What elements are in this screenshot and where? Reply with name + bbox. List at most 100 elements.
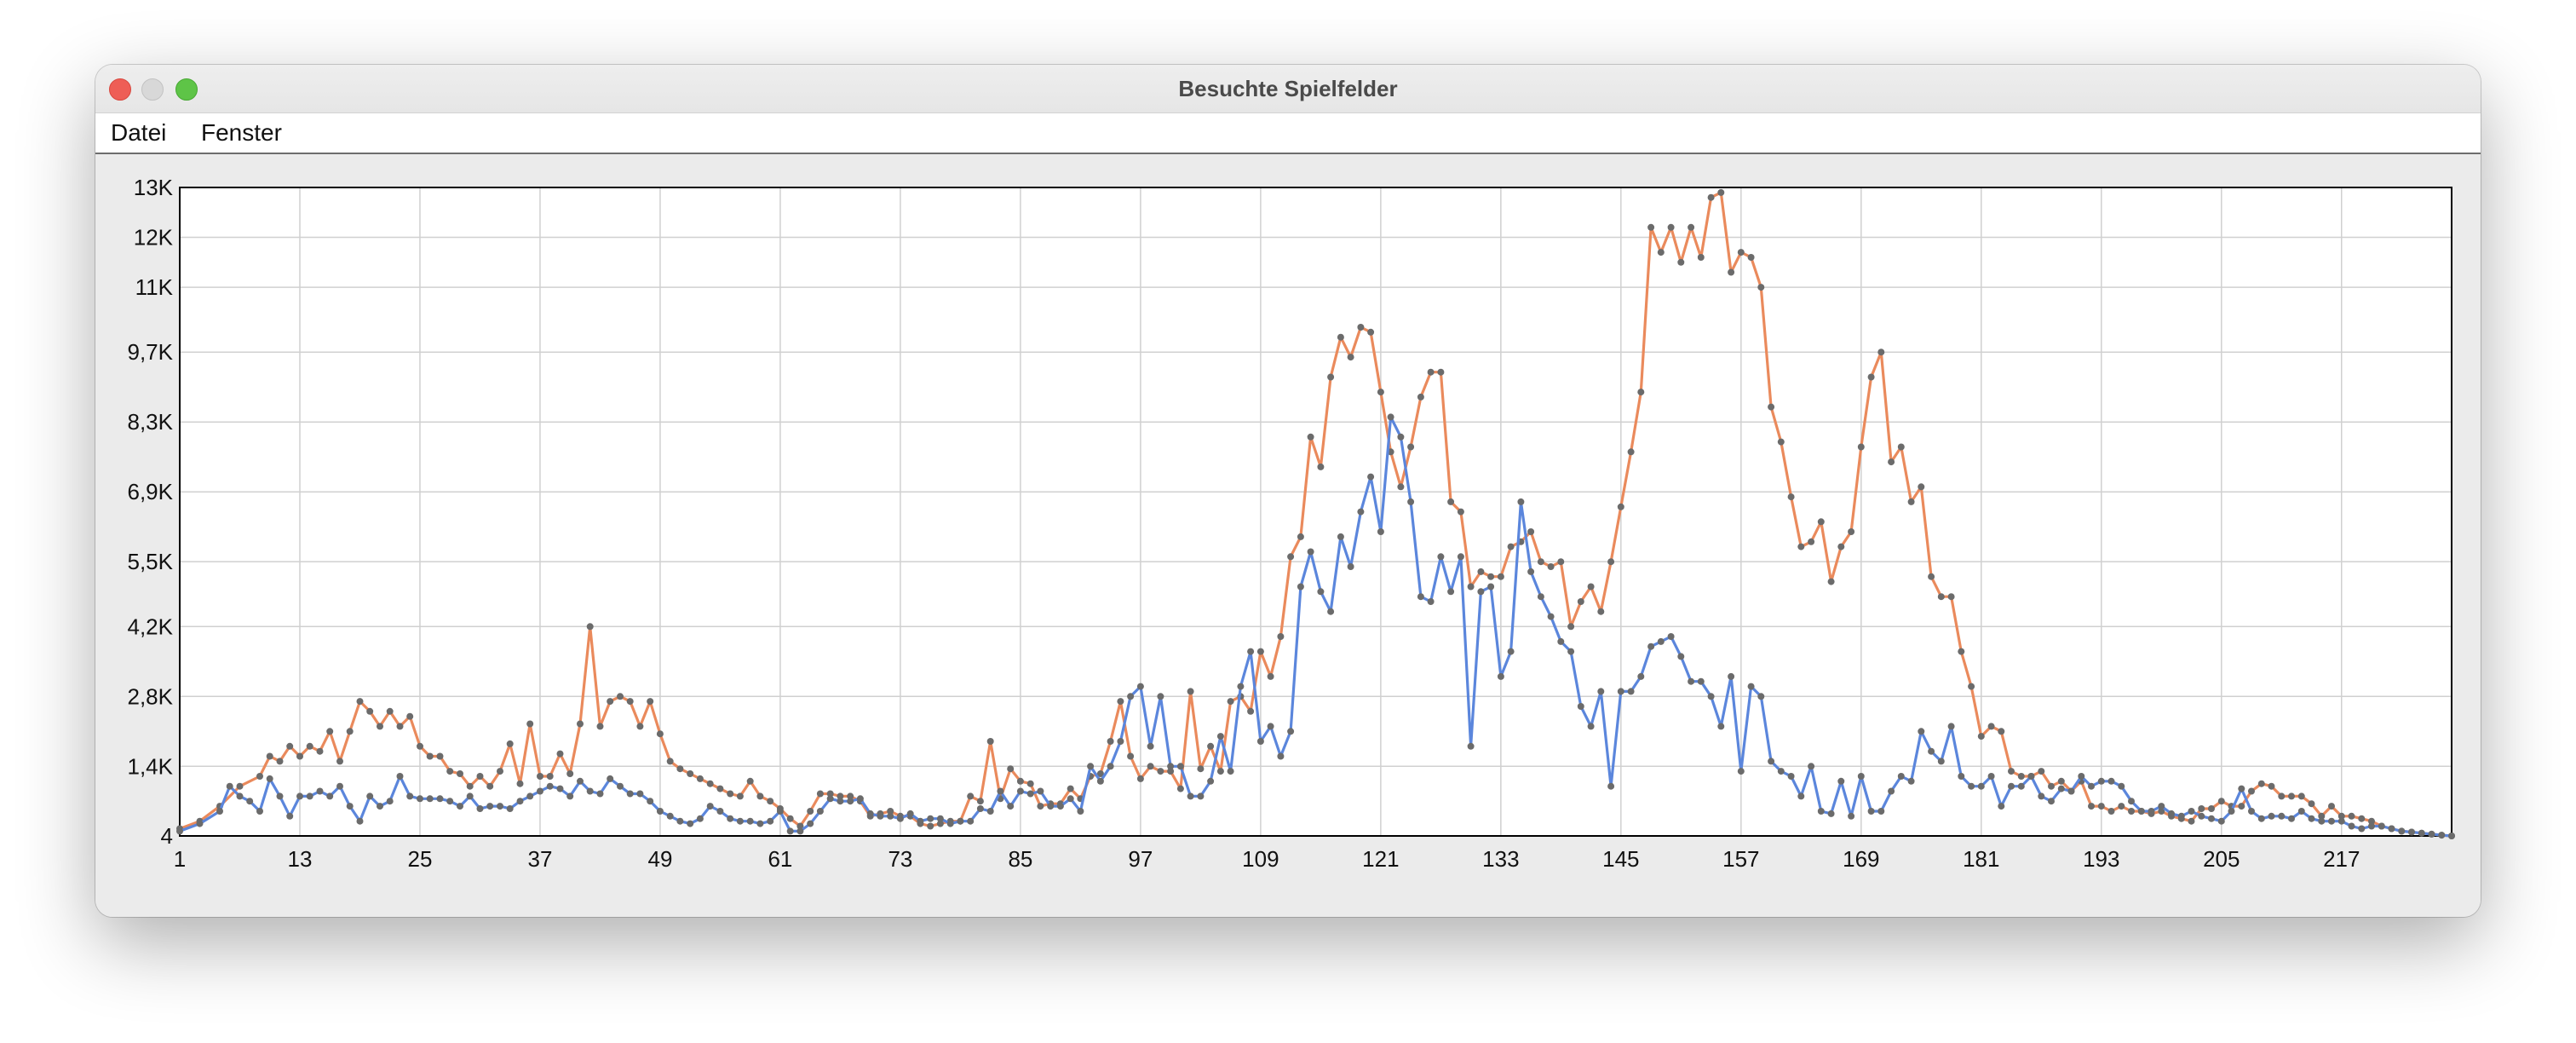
data-point: [2198, 805, 2205, 812]
data-point: [1597, 688, 1604, 694]
data-point: [526, 792, 533, 799]
data-point: [1788, 773, 1795, 780]
data-point: [437, 753, 444, 760]
data-point: [1538, 593, 1544, 600]
data-point: [1077, 808, 1084, 815]
data-point: [397, 723, 404, 729]
data-point: [2048, 798, 2055, 804]
data-point: [1778, 439, 1785, 446]
data-point: [517, 781, 524, 787]
data-point: [307, 792, 313, 799]
x-axis: 1 13 25 37 49 61 73 85 97 109 121 133 145 157 169 181 19…: [174, 846, 2360, 872]
data-point: [2248, 808, 2255, 815]
x-tick-label: 181: [1963, 846, 1999, 872]
data-point: [277, 792, 284, 799]
data-point: [377, 803, 383, 810]
data-point: [1268, 723, 1274, 729]
data-point: [1938, 593, 1945, 600]
data-point: [2208, 805, 2215, 812]
data-point: [1738, 249, 1745, 256]
data-point: [1348, 354, 1354, 360]
data-point: [1797, 544, 1804, 550]
data-point: [397, 773, 404, 780]
data-point: [2288, 792, 2295, 799]
data-point: [1057, 803, 1064, 810]
data-point: [2218, 798, 2225, 804]
data-point: [847, 798, 854, 804]
data-point: [357, 698, 364, 705]
data-point: [387, 708, 394, 715]
data-point: [1428, 369, 1435, 376]
data-point: [1207, 778, 1214, 785]
data-point: [347, 803, 354, 810]
data-point: [366, 792, 373, 799]
title-bar[interactable]: Besuchte Spielfelder: [95, 65, 2481, 113]
data-point: [2078, 773, 2084, 780]
x-tick-label: 133: [1482, 846, 1519, 872]
data-point: [227, 783, 233, 790]
data-point: [1487, 573, 1494, 580]
data-point: [277, 758, 284, 764]
data-point: [1257, 648, 1264, 655]
data-point: [246, 798, 253, 804]
data-point: [2389, 826, 2395, 833]
data-point: [347, 728, 354, 735]
data-point: [547, 783, 554, 790]
data-point: [2038, 792, 2044, 799]
data-point: [317, 748, 324, 755]
menu-fenster[interactable]: Fenster: [201, 113, 282, 153]
data-point: [1647, 224, 1654, 231]
x-tick-label: 73: [888, 846, 912, 872]
data-point: [1247, 708, 1254, 715]
data-point: [1837, 544, 1844, 550]
data-point: [1187, 792, 1194, 799]
data-point: [566, 792, 573, 799]
data-point: [1107, 763, 1114, 769]
menu-datei[interactable]: Datei: [111, 113, 166, 153]
data-point: [627, 698, 634, 705]
data-point: [967, 818, 974, 825]
data-point: [1407, 444, 1414, 451]
data-point: [1828, 810, 1835, 817]
data-point: [1757, 284, 1764, 291]
data-point: [1167, 763, 1174, 769]
data-point: [1768, 404, 1774, 411]
data-point: [727, 815, 733, 822]
data-point: [1117, 738, 1124, 745]
data-point: [796, 827, 803, 834]
data-point: [2108, 808, 2115, 815]
data-point: [827, 795, 834, 802]
x-tick-label: 109: [1242, 846, 1279, 872]
data-point: [2358, 815, 2365, 822]
data-point: [1948, 723, 1955, 729]
data-point: [1097, 778, 1104, 785]
data-point: [537, 788, 543, 795]
data-point: [2278, 813, 2285, 820]
data-point: [1007, 765, 1014, 772]
app-window: Besuchte Spielfelder Datei Fenster 4 1,4K…: [95, 65, 2481, 917]
data-point: [1607, 783, 1614, 790]
data-point: [406, 792, 413, 799]
data-point: [1447, 498, 1454, 505]
data-point: [1017, 788, 1024, 795]
x-tick-label: 97: [1128, 846, 1153, 872]
data-point: [2188, 808, 2195, 815]
data-point: [1437, 369, 1444, 376]
data-point: [1788, 493, 1795, 500]
data-point: [817, 808, 824, 815]
data-point: [1918, 728, 1924, 735]
data-point: [237, 783, 244, 790]
data-point: [1728, 269, 1734, 276]
data-point: [1137, 683, 1144, 690]
data-point: [336, 783, 343, 790]
data-point: [1477, 588, 1484, 595]
data-point: [1717, 723, 1724, 729]
data-point: [1797, 792, 1804, 799]
data-point: [336, 758, 343, 764]
data-point: [1597, 608, 1604, 615]
data-point: [1487, 584, 1494, 591]
data-point: [1377, 389, 1384, 395]
data-point: [557, 751, 564, 758]
data-point: [617, 783, 624, 790]
data-point: [1498, 573, 1504, 580]
